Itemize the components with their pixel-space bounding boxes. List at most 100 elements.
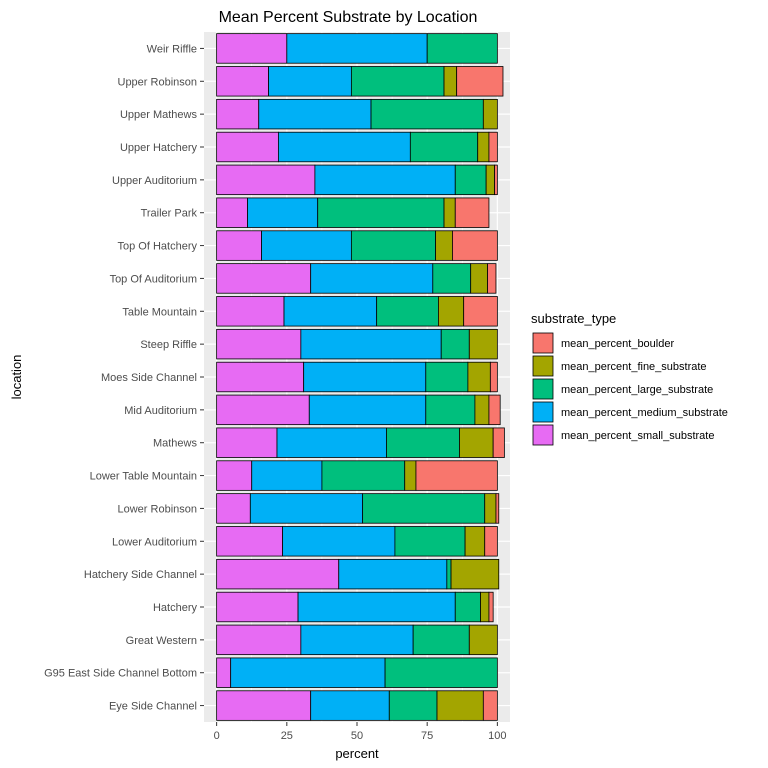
legend-entry-label: mean_percent_fine_substrate — [561, 361, 707, 373]
legend-swatch — [532, 424, 554, 446]
bar-segment — [216, 263, 312, 294]
y-tick-label: Table Mountain — [122, 306, 197, 318]
legend-title: substrate_type — [531, 311, 616, 326]
bar-segment — [477, 131, 490, 163]
legend: substrate_type mean_percent_boulder mean_… — [531, 311, 728, 446]
bar-segment — [470, 263, 488, 294]
bar-segment — [443, 66, 458, 97]
bar-segment — [438, 296, 465, 327]
legend-entry-label: mean_percent_large_substrate — [561, 384, 713, 396]
y-axis-label: location — [9, 355, 24, 400]
bar-segment — [474, 394, 490, 426]
bar-segment — [251, 460, 323, 491]
bar-segment — [216, 164, 316, 196]
bar-segment — [297, 591, 456, 623]
bar-segment — [300, 328, 442, 360]
y-tick-label: Mid Auditorium — [124, 405, 197, 417]
bar-segment — [436, 690, 484, 721]
bar-segment — [467, 361, 491, 393]
bar-segment — [425, 394, 476, 426]
bar-segment — [404, 460, 417, 491]
bar-segment — [216, 197, 248, 228]
y-tick-label: Upper Auditorium — [112, 175, 197, 187]
legend-entry-label: mean_percent_small_substrate — [561, 430, 714, 442]
y-tick-label: Upper Hatchery — [120, 142, 198, 154]
y-axis-ticks: Weir Riffle Upper Robinson Upper Mathews Up… — [44, 43, 204, 713]
bar-segment — [230, 657, 386, 688]
bar-segment — [350, 230, 437, 261]
bar-segment — [488, 131, 498, 163]
bar-segment — [216, 230, 262, 261]
bar-segment — [426, 33, 498, 64]
x-tick-label: 75 — [421, 730, 433, 742]
bar-segment — [282, 526, 396, 557]
bar-segment — [216, 591, 299, 623]
bar-segment — [321, 460, 406, 491]
bar-segment — [489, 361, 498, 393]
bar-segment — [488, 591, 494, 623]
bar-segment — [216, 296, 285, 327]
bar-segment — [216, 328, 302, 360]
bar-segment — [440, 328, 470, 360]
legend-entry-label: mean_percent_boulder — [561, 338, 674, 350]
bar-segment — [216, 131, 279, 163]
bar-segment — [216, 98, 260, 130]
bar-segment — [216, 657, 232, 688]
bar-segment — [463, 296, 498, 327]
y-tick-label: Top Of Auditorium — [110, 273, 197, 285]
bar-segment — [435, 230, 453, 261]
y-tick-label: Great Western — [126, 635, 197, 647]
legend-swatch — [532, 378, 554, 400]
bar-segment — [386, 427, 460, 458]
bar-segment — [216, 624, 302, 656]
bar-segment — [303, 361, 427, 393]
bar-segment — [454, 197, 490, 228]
legend-entry-label: mean_percent_medium_substrate — [561, 407, 728, 419]
y-tick-label: Lower Auditorium — [112, 536, 197, 548]
bar-segment — [454, 164, 487, 196]
bar-segment — [247, 197, 319, 228]
bar-segment — [464, 526, 486, 557]
bar-segment — [394, 526, 466, 557]
bar-segment — [450, 558, 500, 590]
y-tick-label: Top Of Hatchery — [118, 241, 198, 253]
chart-title: Mean Percent Substrate by Location — [219, 9, 478, 26]
bar-segment — [308, 394, 427, 426]
bar-segment — [362, 493, 486, 524]
bar-segment — [268, 66, 352, 97]
bar-segment — [376, 296, 439, 327]
y-tick-label: G95 East Side Channel Bottom — [44, 668, 197, 680]
bar-segment — [310, 690, 390, 721]
bar-segment — [384, 657, 498, 688]
bar-segment — [216, 33, 288, 64]
legend-swatch — [532, 355, 554, 377]
y-tick-label: Lower Table Mountain — [90, 471, 197, 483]
bar-segment — [488, 394, 501, 426]
y-tick-label: Hatchery — [153, 602, 198, 614]
bar-segment — [216, 361, 305, 393]
bar-segment — [480, 591, 490, 623]
y-tick-label: Lower Robinson — [118, 503, 198, 515]
bar-segment — [317, 197, 445, 228]
bar-segment — [216, 66, 269, 97]
bar-segment — [468, 624, 498, 656]
bar-segment — [484, 526, 498, 557]
bar-segment — [314, 164, 456, 196]
y-tick-label: Moes Side Channel — [101, 372, 197, 384]
y-tick-label: Upper Robinson — [118, 76, 198, 88]
y-tick-label: Upper Mathews — [120, 109, 198, 121]
bar-segment — [484, 493, 497, 524]
bar-segment — [495, 493, 500, 524]
x-axis-ticks: 0 25 50 75 100 — [214, 722, 507, 742]
legend-swatch — [532, 401, 554, 423]
x-tick-label: 100 — [488, 730, 506, 742]
bar-segment — [310, 263, 434, 294]
bar-segment — [412, 624, 470, 656]
bar-segment — [443, 197, 456, 228]
bar-segment — [216, 460, 253, 491]
bar-segment — [277, 131, 411, 163]
x-tick-label: 25 — [281, 730, 293, 742]
x-axis-label: percent — [335, 746, 379, 761]
bar-segment — [350, 66, 445, 97]
bar-segment — [216, 558, 340, 590]
